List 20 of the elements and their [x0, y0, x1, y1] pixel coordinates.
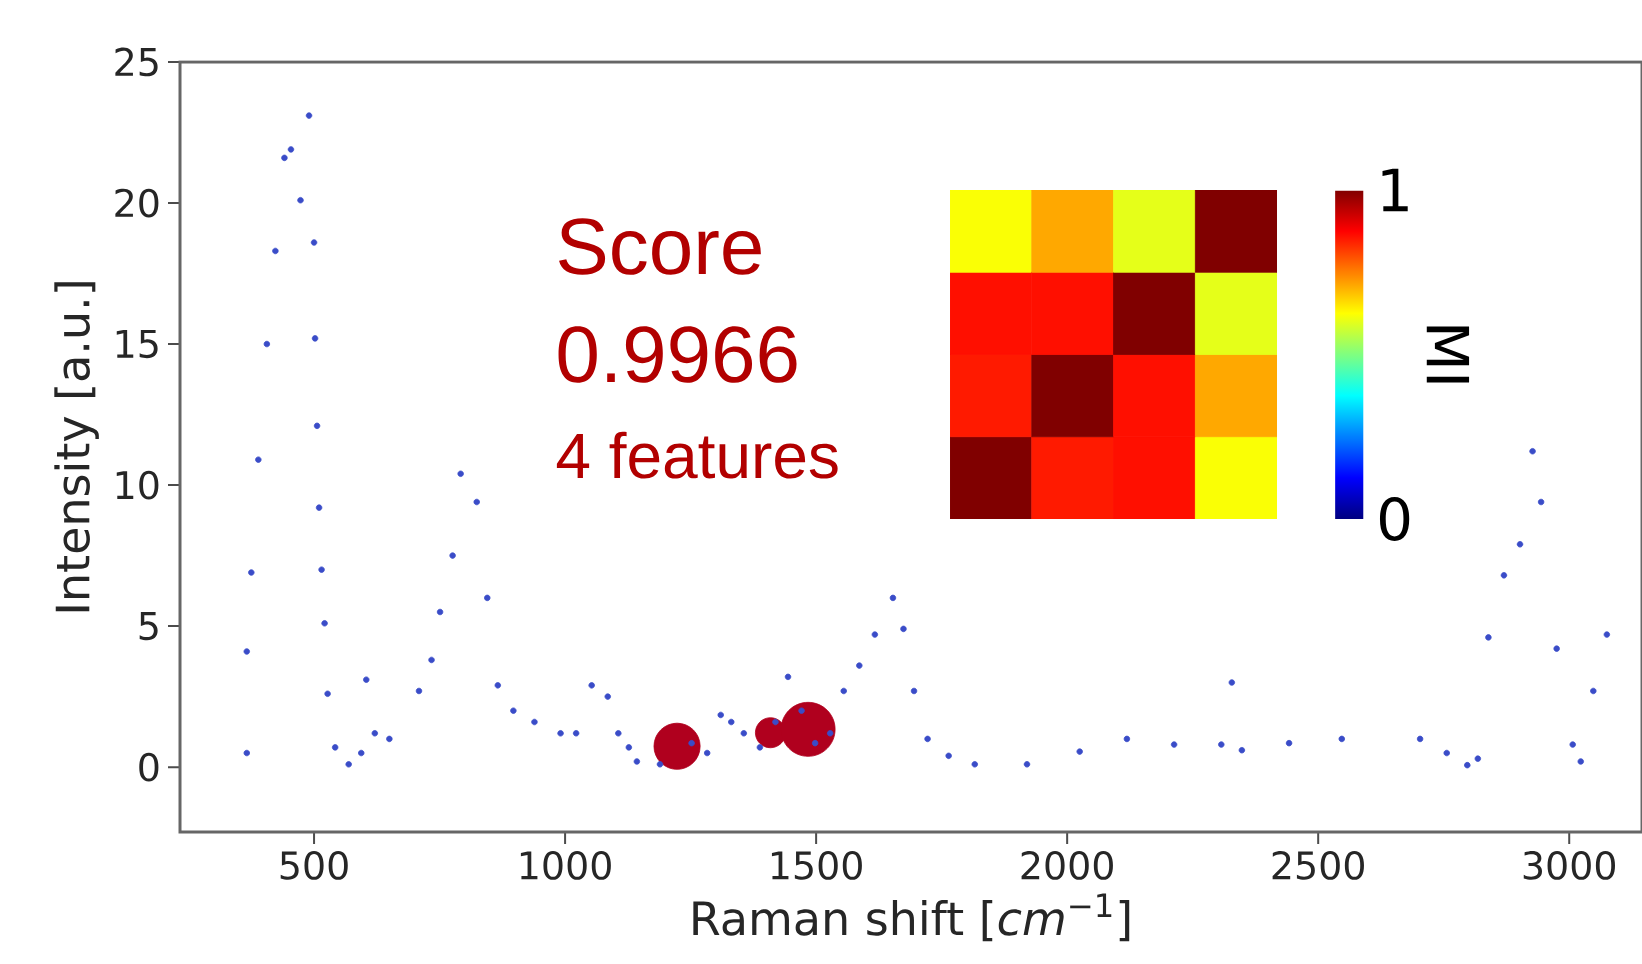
- color-bar-label: 0: [1379, 497, 1410, 541]
- x-tick-label: 1000: [520, 851, 611, 880]
- color-bar-label: 1: [1382, 168, 1408, 212]
- y-tick-label: 15: [116, 329, 158, 359]
- y-tick-label: 10: [116, 470, 159, 500]
- annotation: 0.9966: [558, 326, 797, 383]
- y-tick-label: 20: [115, 188, 159, 218]
- annotation: 4 features: [556, 431, 838, 479]
- x-tick-label: 2500: [1272, 851, 1364, 880]
- x-tick-label: 500: [280, 851, 348, 880]
- x-tick-label: 3000: [1523, 851, 1616, 880]
- annotation: Score: [559, 218, 761, 275]
- y-tick-label: 5: [139, 611, 158, 641]
- y-tick-label: 25: [115, 47, 158, 77]
- color-bar-title: MI: [1426, 326, 1470, 383]
- y-tick-label: 0: [139, 752, 159, 782]
- y-axis-title: Intensity [a.u.]: [54, 282, 99, 612]
- x-axis-title: Raman shift [cm$^{−1}$]: [693, 893, 1130, 942]
- x-tick-label: 1500: [771, 851, 862, 880]
- x-tick-label: 2000: [1021, 851, 1113, 880]
